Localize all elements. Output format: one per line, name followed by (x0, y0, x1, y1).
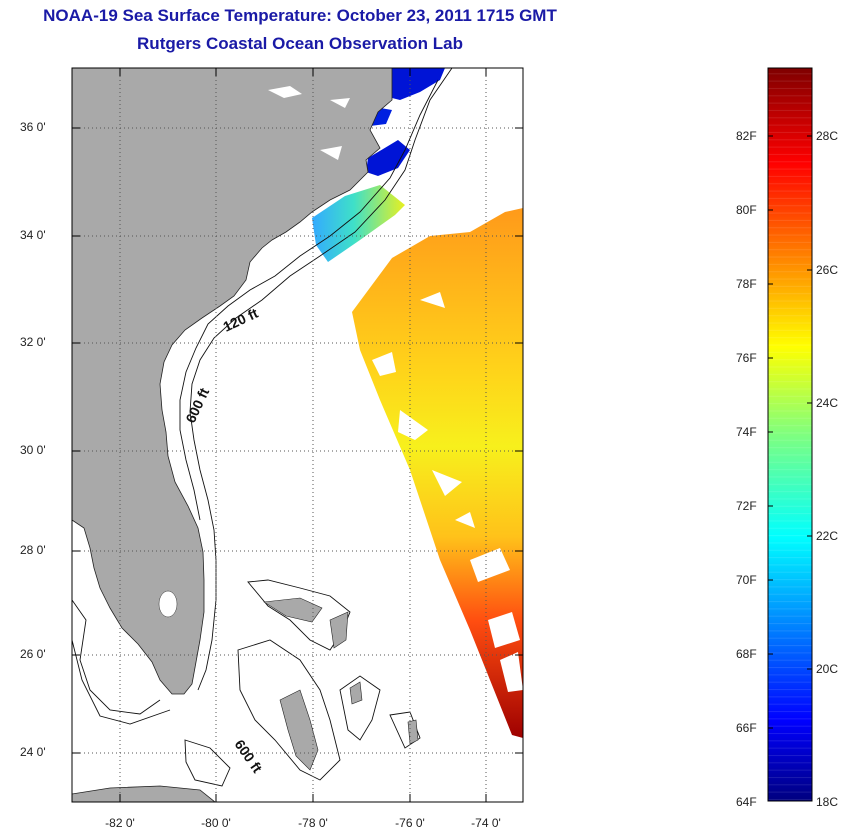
colorbar-label-c: 20C (816, 662, 839, 676)
colorbar-label-c: 28C (816, 129, 839, 143)
lon-tick-label: -80 0' (201, 816, 231, 830)
colorbar-ticks (768, 135, 812, 729)
colorbar-label-f: 76F (736, 351, 757, 365)
colorbar-label-f: 72F (736, 499, 757, 513)
colorbar-label-c: 18C (816, 795, 839, 809)
lon-tick-label: -74 0' (471, 816, 501, 830)
lat-tick-label: 26 0' (20, 647, 46, 661)
colorbar-label-f: 78F (736, 277, 757, 291)
lat-tick-label: 28 0' (20, 543, 46, 557)
colorbar-label-f: 74F (736, 425, 757, 439)
sst-cold-patch-pamlico (366, 140, 410, 176)
colorbar-label-c: 24C (816, 396, 839, 410)
colorbar-frame (767, 67, 813, 802)
sst-swath (352, 208, 523, 738)
lat-tick-label: 24 0' (20, 745, 46, 759)
lake-okeechobee (158, 590, 178, 618)
land-bahamas (263, 597, 419, 771)
colorbar-label-f: 64F (736, 795, 757, 809)
map-subtitle: Rutgers Coastal Ocean Observation Lab (137, 34, 463, 53)
colorbar-label-f: 66F (736, 721, 757, 735)
lat-tick-label: 30 0' (20, 443, 46, 457)
land-cuba (72, 785, 216, 802)
colorbar-label-c: 26C (816, 263, 839, 277)
sst-nearshore-patch (312, 185, 405, 262)
colorbar-label-f: 82F (736, 129, 757, 143)
sst-cold-patch-north (392, 68, 445, 100)
colorbar-label-c: 22C (816, 529, 839, 543)
land-us-southeast (72, 68, 393, 695)
colorbar-label-f: 80F (736, 203, 757, 217)
axis-ticks (72, 68, 523, 802)
lat-tick-label: 36 0' (20, 120, 46, 134)
lon-tick-label: -76 0' (395, 816, 425, 830)
colorbar-label-f: 68F (736, 647, 757, 661)
lon-tick-label: -82 0' (105, 816, 135, 830)
lat-tick-label: 32 0' (20, 335, 46, 349)
map-frame (71, 67, 524, 803)
map-title: NOAA-19 Sea Surface Temperature: October… (43, 6, 557, 25)
lat-tick-label: 34 0' (20, 228, 46, 242)
lon-tick-label: -78 0' (298, 816, 328, 830)
colorbar-label-f: 70F (736, 573, 757, 587)
